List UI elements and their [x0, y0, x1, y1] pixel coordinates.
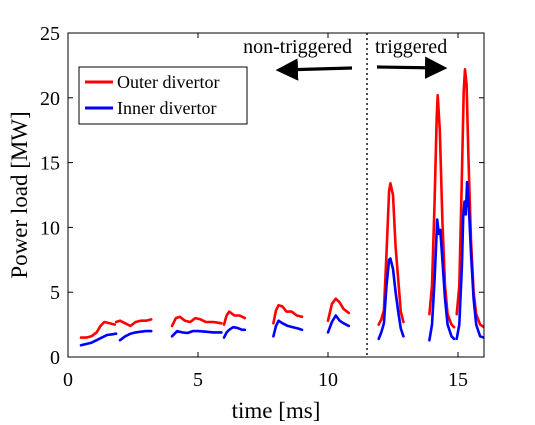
y-tick-label-5: 25	[40, 23, 60, 45]
x-tick-label-1: 5	[193, 369, 203, 391]
x-axis-title: time [ms]	[232, 398, 321, 423]
series-0-segment-8	[455, 68, 484, 329]
legend-label-1: Inner divertor	[117, 98, 216, 118]
series-0-segment-5	[326, 297, 351, 322]
series-1-segment-8	[455, 180, 484, 341]
series-1-segment-6	[377, 257, 405, 341]
series-0-segment-4	[272, 303, 304, 325]
series-0-segment-1	[114, 318, 153, 328]
y-axis-title: Power load [MW]	[7, 111, 32, 278]
y-tick-label-3: 15	[40, 153, 60, 175]
annotations: non-triggered triggered	[243, 33, 448, 357]
y-tick-label-1: 5	[50, 282, 60, 304]
legend: Outer divertor Inner divertor	[78, 66, 248, 125]
series-1-segment-5	[326, 314, 351, 334]
series-1-segment-2	[170, 329, 223, 338]
non-triggered-arrow	[275, 58, 353, 81]
series-1-segment-1	[118, 329, 153, 342]
series-0-segment-7	[428, 93, 456, 329]
series-0-segment-3	[222, 310, 247, 326]
series-1-segment-4	[272, 319, 304, 338]
triggered-arrow	[376, 56, 448, 79]
triggered-label: triggered	[375, 36, 447, 58]
series-0-segment-6	[377, 182, 405, 326]
x-tick-label-0: 0	[63, 369, 73, 391]
non-triggered-label: non-triggered	[243, 36, 352, 58]
plot-lines	[79, 68, 484, 347]
legend-label-0: Outer divertor	[117, 72, 219, 92]
legend-box	[78, 66, 248, 125]
series-1-segment-0	[79, 332, 118, 347]
x-tick-label-3: 15	[448, 369, 468, 391]
series-1-segment-7	[428, 218, 456, 342]
series-1-segment-3	[222, 325, 247, 339]
series-0-segment-0	[79, 320, 117, 339]
y-tick-label-4: 20	[40, 88, 60, 110]
series-0-segment-2	[170, 315, 223, 328]
y-tick-label-0: 0	[50, 347, 60, 369]
x-tick-label-2: 10	[318, 369, 338, 391]
plot-frame	[67, 32, 485, 358]
y-tick-label-2: 10	[40, 217, 60, 239]
axes: 0 5 10 15 0 5 10 15 20 25 time [ms] Power load [MW]	[7, 23, 485, 423]
